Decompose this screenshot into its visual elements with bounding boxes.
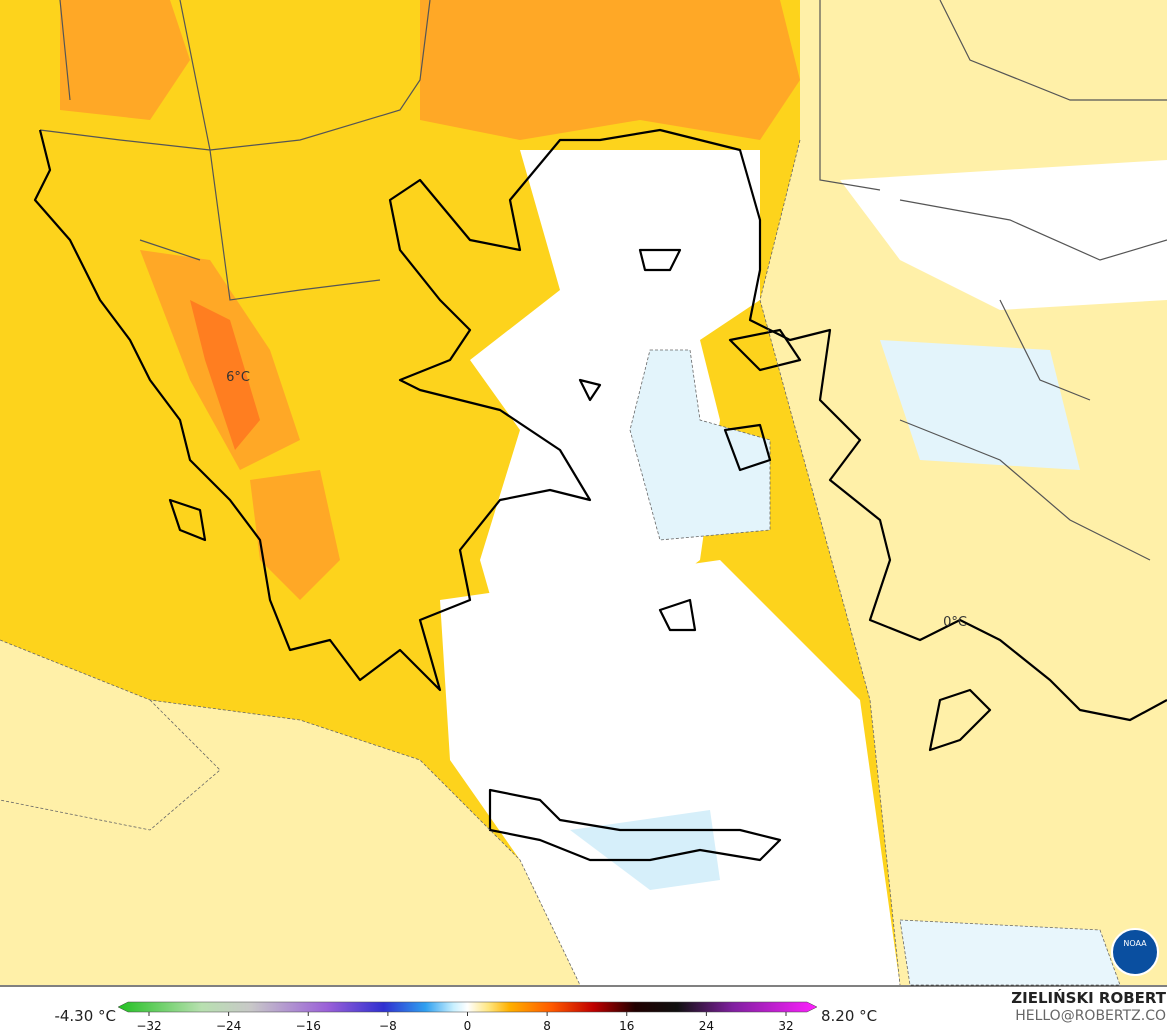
logo-circle <box>1111 928 1159 976</box>
colorbar-tick-label: −16 <box>296 1019 321 1033</box>
colorbar-tick-label: 16 <box>619 1019 634 1033</box>
colorbar-min: -4.30 °C <box>54 1007 116 1025</box>
mild-field <box>0 640 580 985</box>
colorbar-tick-label: 24 <box>699 1019 714 1033</box>
cold-area <box>899 919 1121 986</box>
colorbar-tick-label: 32 <box>778 1019 793 1033</box>
colorbar-tick-label: −8 <box>379 1019 397 1033</box>
colorbar-tick-label: 8 <box>543 1019 551 1033</box>
colorbar-tick-label: 0 <box>464 1019 472 1033</box>
warm-area <box>250 470 340 600</box>
colorbar-max: 8.20 °C <box>821 1007 877 1025</box>
cool-land <box>840 160 1167 310</box>
isotherms <box>0 139 901 986</box>
colorbar-ramp <box>117 1001 818 1013</box>
colorbar-tick-label: −24 <box>216 1019 241 1033</box>
logo-text: NOAA <box>1123 939 1147 948</box>
borders <box>39 0 1167 561</box>
warm-area <box>60 0 190 120</box>
cool-sea <box>440 560 900 985</box>
coastline <box>33 128 1167 722</box>
warm-area <box>420 0 800 140</box>
contour-label: 0°C <box>943 615 967 630</box>
logo: NOAA <box>1111 928 1159 976</box>
hot-area <box>190 300 260 450</box>
colorbar-tick-label: −32 <box>136 1019 161 1033</box>
author: ZIELIŃSKI ROBERT <box>1011 988 1166 1007</box>
colorbar: -4.30 °C 8.20 °C −32 −24 −16 −8 0 8 16 24 32 <box>54 1001 877 1033</box>
cool-sea <box>470 150 760 700</box>
temperature-map: 6°C 0°C NOAA <box>0 0 1167 986</box>
crete <box>488 788 782 862</box>
cold-area <box>880 340 1080 470</box>
contour-label: 6°C <box>226 370 250 385</box>
islands <box>168 248 992 752</box>
cold-area <box>629 349 771 541</box>
contact: HELLO@ROBERTZ.CO <box>1015 1008 1166 1024</box>
